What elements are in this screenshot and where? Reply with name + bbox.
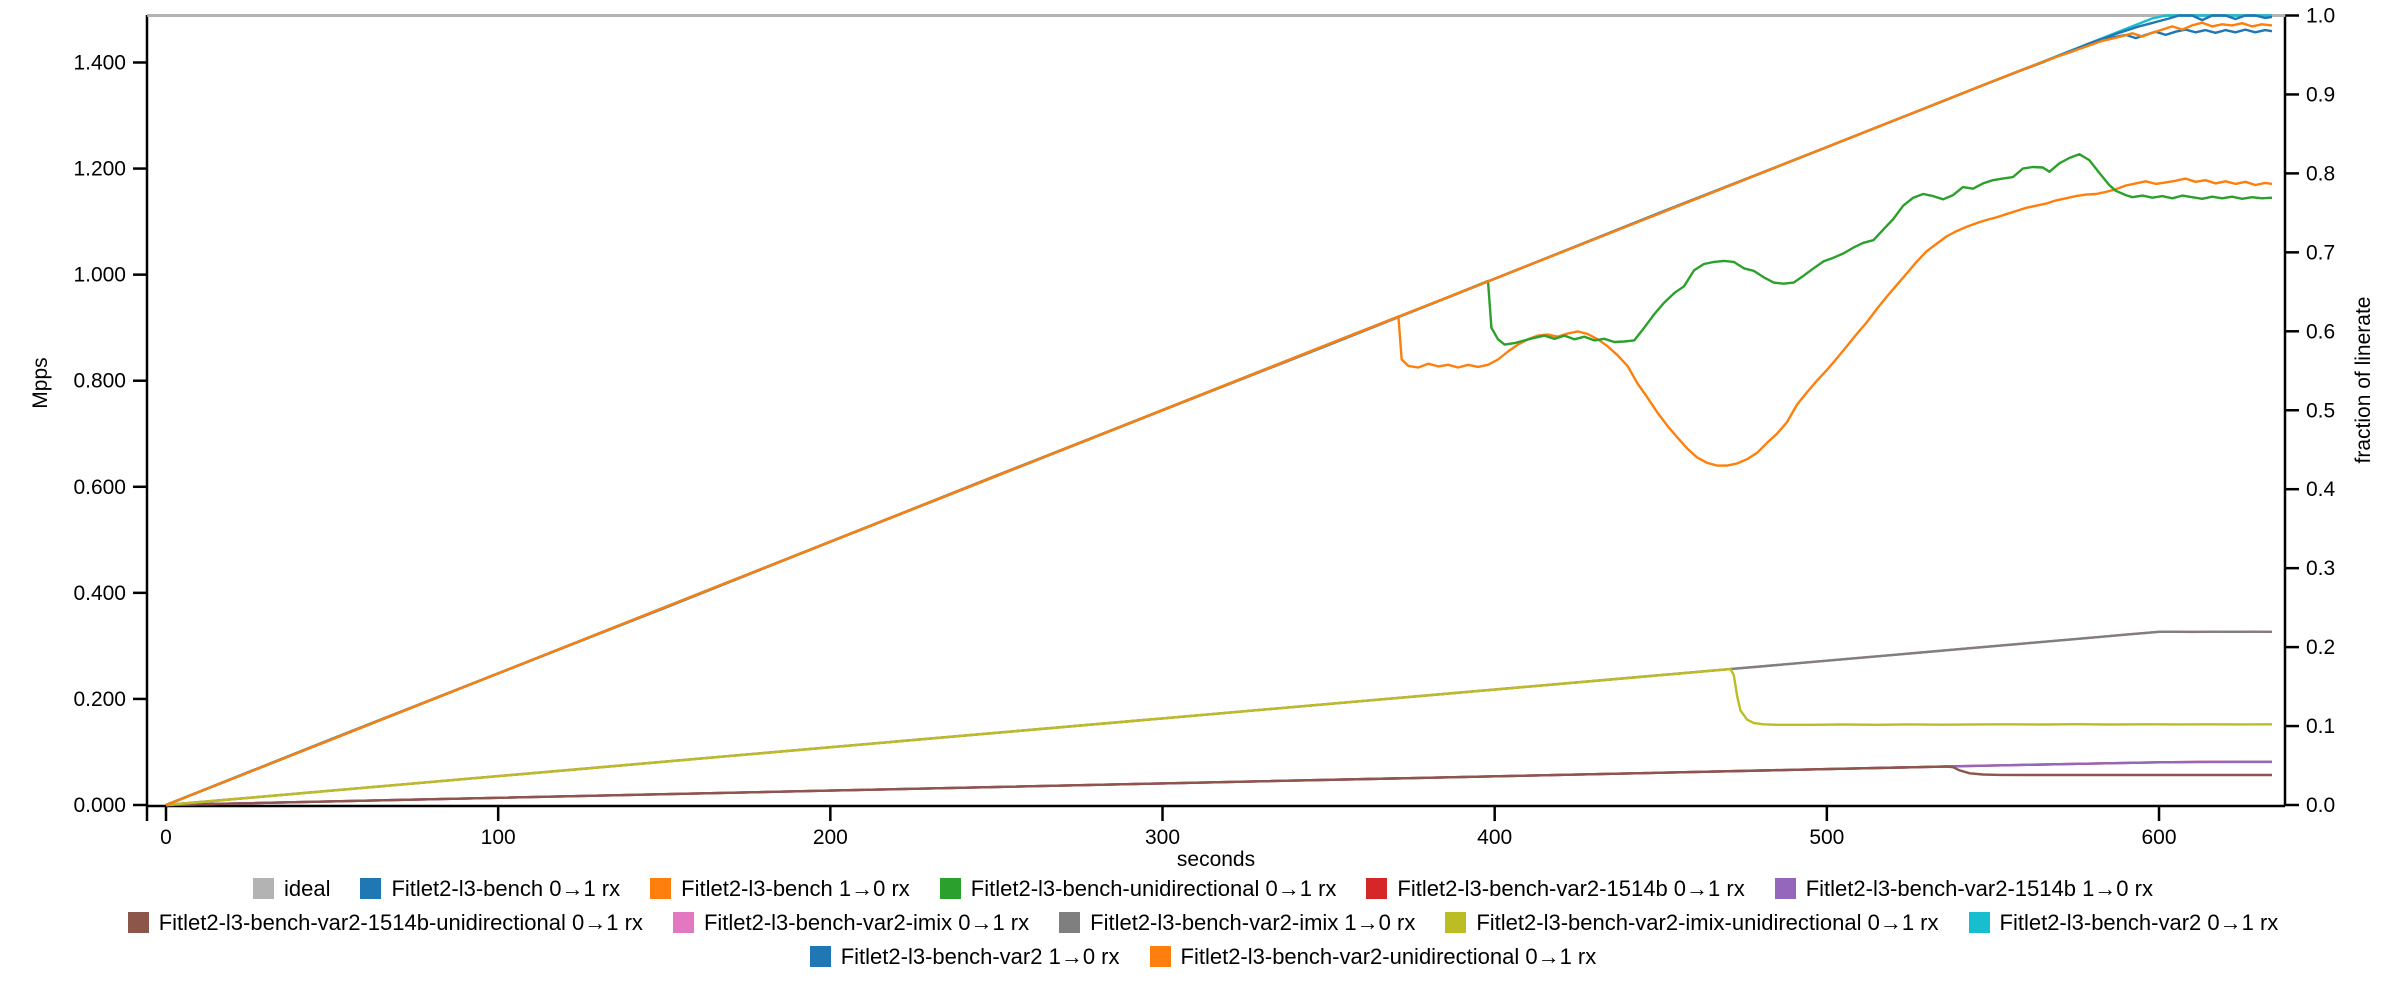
series-line-10 — [165, 14, 2272, 807]
x-tick-label: 400 — [1477, 826, 1512, 849]
y-left-tick-label: 1.400 — [73, 51, 126, 74]
legend-row: Fitlet2-l3-bench-var2-1514b-unidirection… — [0, 910, 2406, 935]
legend-entry: Fitlet2-l3-bench-var2-imix-unidirectiona… — [1445, 910, 1939, 935]
legend-row: Fitlet2-l3-bench-var2 1→0 rx Fitlet2-l3-b… — [0, 944, 2406, 969]
y-right-tick-label: 0.9 — [2306, 83, 2335, 106]
legend: ideal Fitlet2-l3-bench 0→1 rx Fitlet2-l3-b… — [0, 876, 2406, 978]
series-line-8 — [165, 630, 2273, 807]
legend-swatch-icon — [1149, 946, 1171, 967]
y-left-tick-label: 0.000 — [73, 794, 126, 817]
y-left-tick-label: 1.000 — [73, 264, 126, 287]
legend-label: Fitlet2-l3-bench-var2-imix-unidirectiona… — [1476, 910, 1939, 935]
legend-entry: Fitlet2-l3-bench-var2 0→1 rx — [1968, 910, 2279, 935]
y-right-tick-label: 0.7 — [2306, 241, 2335, 264]
x-tick-label: 300 — [1145, 826, 1180, 849]
legend-entry: Fitlet2-l3-bench-var2-1514b 0→1 rx — [1366, 876, 1745, 901]
y-left-tick-label: 0.200 — [73, 688, 126, 711]
y-left-tick-label: 1.200 — [73, 158, 126, 181]
legend-swatch-icon — [809, 946, 831, 967]
series-line-11 — [165, 14, 2273, 807]
y-right-tick-label: 0.3 — [2306, 557, 2335, 580]
y-axis-right-title: fraction of linerate — [2352, 297, 2375, 464]
legend-swatch-icon — [672, 912, 694, 933]
legend-swatch-icon — [1059, 912, 1081, 933]
x-tick-label: 200 — [813, 826, 848, 849]
legend-entry: Fitlet2-l3-bench-var2-1514b-unidirection… — [127, 910, 643, 935]
legend-entry: Fitlet2-l3-bench 0→1 rx — [360, 876, 620, 901]
legend-entry: Fitlet2-l3-bench-var2-imix 0→1 rx — [672, 910, 1030, 935]
series-line-12 — [165, 21, 2273, 807]
legend-swatch-icon — [360, 878, 382, 899]
x-tick-label: 500 — [1809, 826, 1844, 849]
y-left-tick-label: 0.400 — [73, 582, 126, 605]
y-left-tick-label: 0.600 — [73, 476, 126, 499]
y-axis-left-title: Mpps — [29, 357, 52, 408]
series-line-9 — [165, 667, 2273, 807]
legend-entry: Fitlet2-l3-bench-var2-1514b 1→0 rx — [1774, 876, 2153, 901]
legend-label: ideal — [284, 876, 331, 901]
legend-swatch-icon — [650, 878, 672, 899]
x-tick-label: 0 — [160, 826, 172, 849]
legend-entry: ideal — [253, 876, 330, 901]
x-tick-label: 100 — [481, 826, 516, 849]
x-axis-title: seconds — [1177, 848, 1255, 871]
y-right-tick-label: 0.4 — [2306, 478, 2336, 501]
y-right-tick-label: 1.0 — [2306, 5, 2335, 28]
legend-label: Fitlet2-l3-bench-unidirectional 0→1 rx — [970, 876, 1337, 901]
y-right-tick-label: 0.6 — [2306, 320, 2335, 343]
plot-area: 0.000 0.200 0.400 0.600 0.800 1.000 1.200 1.400… — [29, 5, 2375, 872]
legend-entry: Fitlet2-l3-bench-var2-imix 1→0 rx — [1059, 910, 1415, 935]
y-right-tick-label: 0.1 — [2306, 715, 2335, 738]
series-line-6 — [165, 765, 2272, 807]
series-line-2 — [165, 177, 2273, 807]
y-right-tick-label: 0.8 — [2306, 162, 2335, 185]
legend-row: ideal Fitlet2-l3-bench 0→1 rx Fitlet2-l3-b… — [0, 876, 2406, 901]
legend-swatch-icon — [1366, 878, 1388, 899]
legend-entry: Fitlet2-l3-bench 1→0 rx — [650, 876, 910, 901]
legend-label: Fitlet2-l3-bench 0→1 rx — [391, 876, 621, 901]
legend-label: Fitlet2-l3-bench-var2-1514b 1→0 rx — [1805, 876, 2153, 901]
legend-swatch-icon — [127, 912, 149, 933]
x-tick-label: 600 — [2141, 826, 2176, 849]
legend-label: Fitlet2-l3-bench-var2-imix 1→0 rx — [1090, 910, 1416, 935]
series-line-3 — [165, 153, 2273, 807]
legend-label: Fitlet2-l3-bench-var2-imix 0→1 rx — [703, 910, 1030, 935]
legend-label: Fitlet2-l3-bench-var2-1514b 0→1 rx — [1397, 876, 1745, 901]
legend-swatch-icon — [1445, 912, 1467, 933]
series-line-7 — [165, 630, 2272, 807]
legend-label: Fitlet2-l3-bench-var2 1→0 rx — [840, 944, 1120, 969]
legend-entry: Fitlet2-l3-bench-var2 1→0 rx — [809, 944, 1120, 969]
legend-swatch-icon — [939, 878, 961, 899]
legend-label: Fitlet2-l3-bench 1→0 rx — [681, 876, 910, 901]
y-right-tick-label: 0.0 — [2306, 794, 2335, 817]
y-left-tick-label: 0.800 — [73, 370, 126, 393]
series-line-1 — [165, 28, 2273, 807]
legend-label: Fitlet2-l3-bench-var2-1514b-unidirection… — [158, 910, 643, 935]
legend-entry: Fitlet2-l3-bench-var2-unidirectional 0→1… — [1149, 944, 1597, 969]
y-right-tick-label: 0.5 — [2306, 399, 2335, 422]
y-right-tick-label: 0.2 — [2306, 636, 2335, 659]
legend-swatch-icon — [1774, 878, 1796, 899]
legend-label: Fitlet2-l3-bench-var2 0→1 rx — [1999, 910, 2279, 935]
legend-label: Fitlet2-l3-bench-var2-unidirectional 0→1… — [1180, 944, 1597, 969]
legend-swatch-icon — [253, 878, 274, 899]
legend-swatch-icon — [1968, 912, 1990, 933]
legend-entry: Fitlet2-l3-bench-unidirectional 0→1 rx — [939, 876, 1337, 901]
